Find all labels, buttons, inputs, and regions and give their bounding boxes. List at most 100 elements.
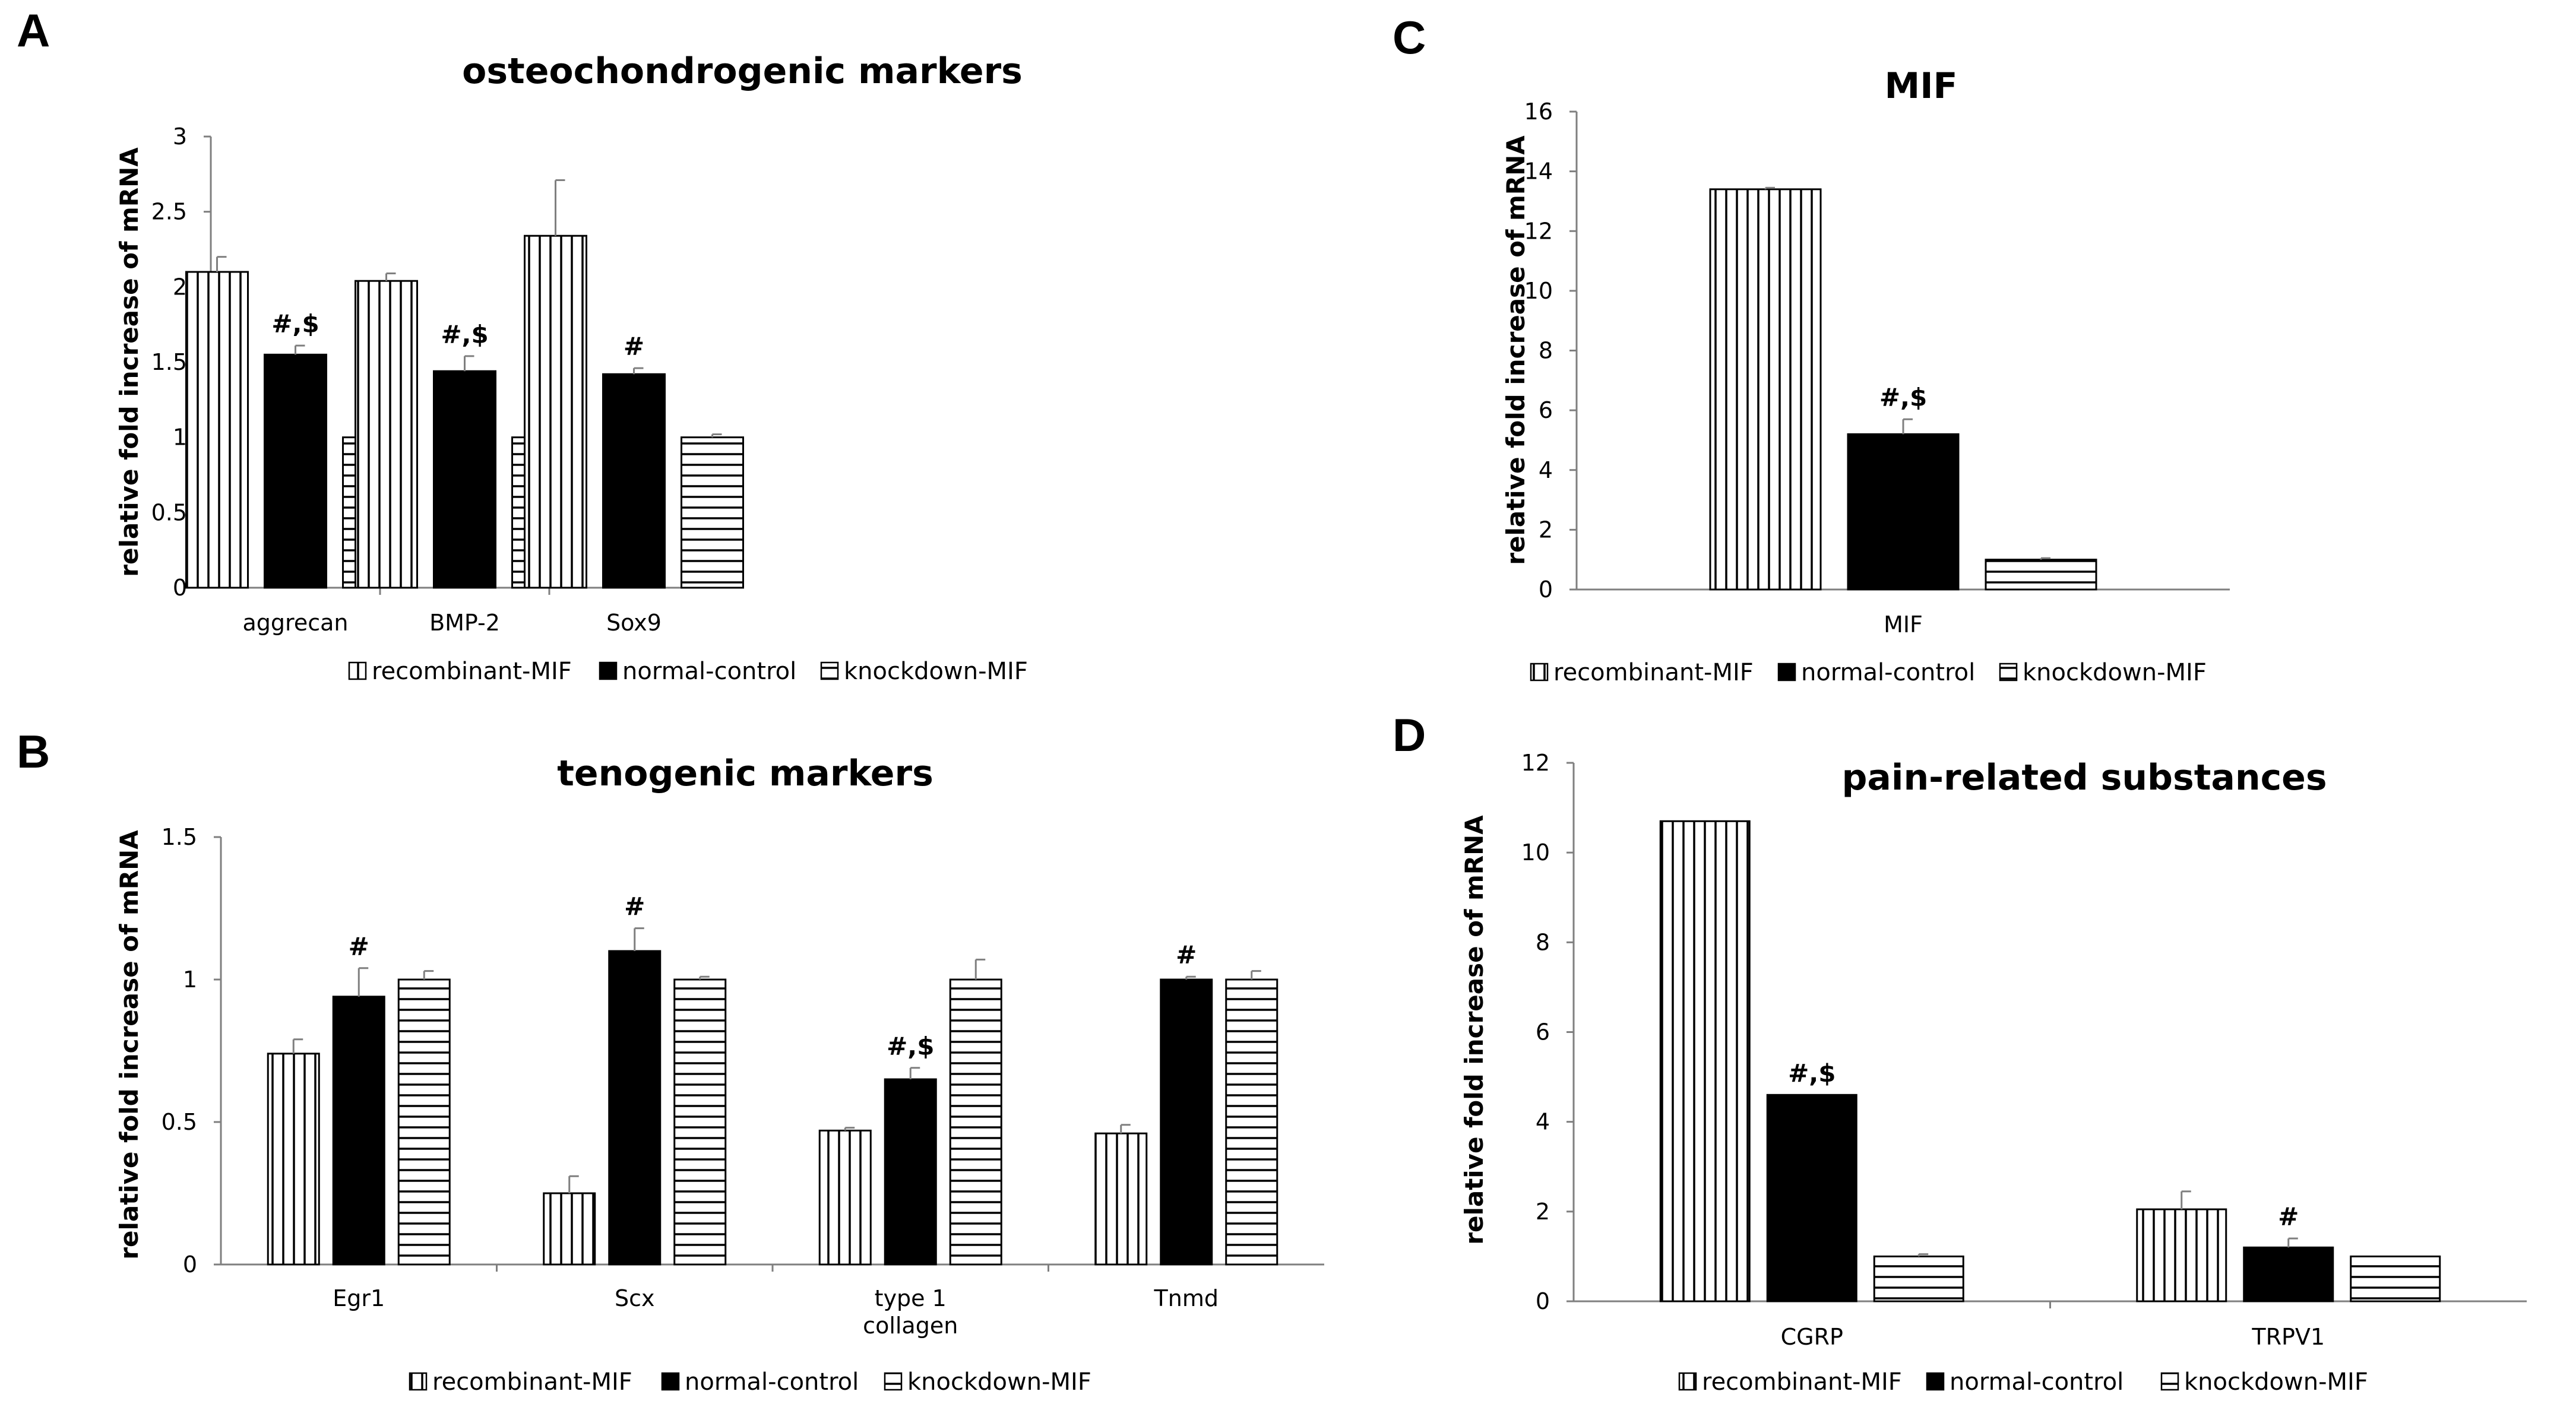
bar-knockdown-mif-sox9 <box>681 436 744 589</box>
y-tick-label: 10 <box>1521 839 1550 866</box>
y-tick-label: 0 <box>173 575 187 601</box>
y-tick-label: 0 <box>1539 576 1553 603</box>
y-tick-label: 2.5 <box>151 199 187 225</box>
y-tick-label: 10 <box>1524 278 1553 304</box>
legend-label-recombinant-mif: recombinant-MIF <box>1702 1368 1902 1396</box>
significance-label: # <box>624 332 644 361</box>
y-tick-label: 1 <box>173 424 187 451</box>
x-category-label: CGRP <box>1781 1324 1843 1350</box>
bar-normal-control-trpv1 <box>2243 1246 2334 1302</box>
x-category-label: Scx <box>615 1285 655 1311</box>
x-category-label: MIF <box>1884 611 1923 638</box>
y-axis-label: relative fold increase of mRNA <box>115 830 144 1260</box>
legend-label-recombinant-mif: recombinant-MIF <box>372 658 572 685</box>
y-tick-label: 0.5 <box>162 1109 197 1135</box>
y-tick-label: 0 <box>183 1251 197 1278</box>
bar-knockdown-mif-type-1-collagen <box>949 978 1002 1266</box>
legend-label-knockdown-mif: knockdown-MIF <box>2023 659 2207 686</box>
bar-knockdown-mif-egr1 <box>397 978 451 1266</box>
y-tick-label: 6 <box>1536 1019 1550 1045</box>
legend-swatch-knockdown-mif <box>2160 1372 2179 1391</box>
significance-label: #,$ <box>1788 1058 1836 1088</box>
y-tick-label: 12 <box>1524 218 1553 244</box>
y-tick-label: 2 <box>173 274 187 300</box>
legend-swatch-normal-control <box>1926 1372 1945 1391</box>
legend-label-recombinant-mif: recombinant-MIF <box>1553 659 1754 686</box>
bar-knockdown-mif-cgrp <box>1873 1255 1964 1302</box>
bar-recombinant-mif-tnmd <box>1094 1132 1148 1266</box>
bar-normal-control-scx <box>608 950 662 1266</box>
legend-label-recombinant-mif: recombinant-MIF <box>432 1368 632 1396</box>
y-tick-label: 1.5 <box>162 824 197 850</box>
y-tick-label: 14 <box>1524 159 1553 185</box>
bar-normal-control-aggrecan <box>264 353 327 589</box>
y-tick-label: 12 <box>1521 750 1550 776</box>
bar-recombinant-mif-scx <box>543 1192 596 1266</box>
y-tick-label: 4 <box>1539 457 1553 483</box>
significance-label: # <box>624 892 645 921</box>
y-tick-label: 2 <box>1536 1199 1550 1225</box>
significance-label: #,$ <box>271 309 319 338</box>
bar-knockdown-mif-tnmd <box>1225 978 1278 1266</box>
x-category-label: type 1 collagen <box>863 1285 958 1339</box>
bar-recombinant-mif-trpv1 <box>2136 1208 2227 1302</box>
bar-recombinant-mif-type-1-collagen <box>818 1129 872 1266</box>
chart-mif: C MIF relative fold increase of mRNA 0 2 4 6 8 1… <box>1393 11 2230 686</box>
x-category-label: Egr1 <box>333 1285 385 1311</box>
legend-swatch-recombinant-mif <box>348 661 367 680</box>
legend-swatch-normal-control <box>599 661 618 680</box>
legend-label-knockdown-mif: knockdown-MIF <box>844 658 1028 685</box>
bar-normal-control-egr1 <box>332 996 385 1266</box>
y-tick-label: 4 <box>1536 1109 1550 1135</box>
legend-swatch-normal-control <box>1777 663 1796 682</box>
x-category-label: Sox9 <box>606 610 662 636</box>
x-category-label: Tnmd <box>1154 1285 1219 1311</box>
legend-swatch-normal-control <box>661 1372 680 1391</box>
legend-swatch-knockdown-mif <box>884 1372 903 1391</box>
legend-swatch-knockdown-mif <box>820 661 839 680</box>
legend-swatch-recombinant-mif <box>1530 663 1549 682</box>
chart-title: tenogenic markers <box>557 753 933 794</box>
significance-label: # <box>349 932 369 961</box>
chart-title: pain-related substances <box>1841 757 2327 798</box>
y-tick-label: 6 <box>1539 397 1553 423</box>
bar-recombinant-mif-aggrecan <box>185 271 249 589</box>
y-tick-label: 16 <box>1524 99 1553 125</box>
bar-recombinant-mif-mif <box>1709 188 1822 591</box>
bar-recombinant-mif-cgrp <box>1659 820 1751 1302</box>
bar-normal-control-sox9 <box>602 373 666 589</box>
panel-letter: B <box>17 725 50 778</box>
x-category-label: BMP-2 <box>429 610 500 636</box>
y-tick-label: 0.5 <box>151 499 187 525</box>
significance-label: #,$ <box>441 320 488 349</box>
y-axis-label: relative fold increase of mRNA <box>115 147 144 577</box>
bar-normal-control-cgrp <box>1766 1094 1857 1302</box>
legend-swatch-knockdown-mif <box>1999 663 2018 682</box>
legend-label-normal-control: normal-control <box>1950 1368 2124 1396</box>
y-tick-label: 8 <box>1539 338 1553 364</box>
legend-label-normal-control: normal-control <box>685 1368 859 1396</box>
y-tick-label: 0 <box>1536 1288 1550 1314</box>
x-category-label: TRPV1 <box>2251 1324 2325 1350</box>
bar-normal-control-tnmd <box>1160 978 1213 1266</box>
bar-recombinant-mif-sox9 <box>524 234 587 589</box>
legend-label-knockdown-mif: knockdown-MIF <box>907 1368 1091 1396</box>
chart-title: MIF <box>1884 65 1957 107</box>
y-tick-label: 2 <box>1539 516 1553 543</box>
legend-label-normal-control: normal-control <box>622 658 796 685</box>
y-axis-label: relative fold increase of mRNA <box>1460 815 1489 1245</box>
bar-knockdown-mif-scx <box>673 978 727 1266</box>
significance-label: #,$ <box>887 1032 934 1061</box>
legend-swatch-recombinant-mif <box>409 1372 428 1391</box>
bar-normal-control-type-1-collagen <box>884 1078 937 1266</box>
legend-label-knockdown-mif: knockdown-MIF <box>2184 1368 2368 1396</box>
legend-swatch-recombinant-mif <box>1678 1372 1697 1391</box>
y-tick-label: 8 <box>1536 929 1550 955</box>
significance-label: #,$ <box>1879 383 1927 412</box>
panel-letter: A <box>17 4 50 56</box>
bar-recombinant-mif-bmp-2 <box>355 280 418 589</box>
significance-label: # <box>1176 940 1197 969</box>
